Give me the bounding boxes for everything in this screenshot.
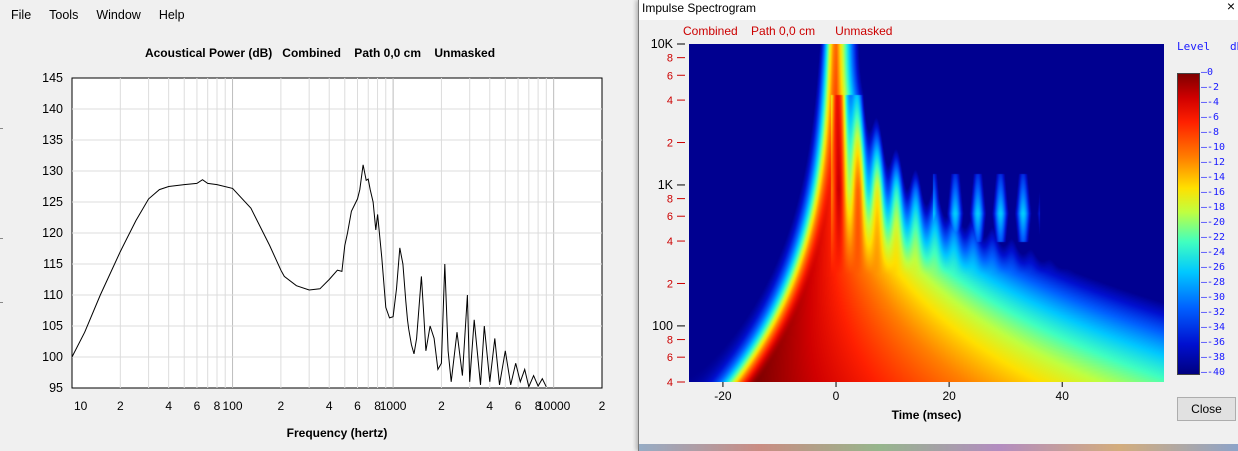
spectrogram-x-ticks: -20 0 20 40 xyxy=(714,382,1069,403)
freq-tick-label: 6 xyxy=(667,352,673,364)
menu-file[interactable]: File xyxy=(11,8,32,22)
x-tick-label: 6 xyxy=(354,399,361,413)
x-tick-label: 2 xyxy=(117,399,124,413)
window-titlebar[interactable]: Impulse Spectrogram × xyxy=(639,0,1238,20)
colorbar-tick-label: —-28 xyxy=(1201,277,1226,288)
colorbar-tick-label: —-22 xyxy=(1201,232,1226,243)
x-axis-label: Frequency (hertz) xyxy=(286,426,388,440)
x-tick-label: 10000 xyxy=(537,399,571,413)
menu-help[interactable]: Help xyxy=(158,8,185,22)
colorbar-tick-label: —-20 xyxy=(1201,217,1226,228)
colorbar-tick-label: —0 xyxy=(1201,67,1214,78)
time-tick-label: -20 xyxy=(714,389,732,403)
menu-bar: File Tools Window Help xyxy=(0,6,192,28)
plot-grid xyxy=(72,78,602,388)
spectrogram-axes: 10K 8 6 4 2 1K 8 6 4 2 100 8 6 4 -20 0 20 40 xyxy=(651,37,1069,403)
window-close-icon[interactable]: × xyxy=(1226,0,1235,14)
x-tick-label: 2 xyxy=(438,399,445,413)
freq-tick-label: 100 xyxy=(652,319,673,333)
main-window: File Tools Window Help Acoustical Power … xyxy=(0,6,606,440)
menu-window[interactable]: Window xyxy=(96,8,141,22)
menu-tools[interactable]: Tools xyxy=(49,8,79,22)
colorbar-tick-label: —-4 xyxy=(1201,97,1220,108)
x-tick-label: 8 xyxy=(374,399,381,413)
y-tick-label: 110 xyxy=(43,288,63,302)
freq-tick-label: 6 xyxy=(667,211,673,223)
impulse-spectrogram-window: Impulse Spectrogram × Combined Path 0,0 … xyxy=(638,0,1238,451)
x-tick-label: 10 xyxy=(74,399,88,413)
spectrogram-heatmap xyxy=(689,44,1164,382)
colorbar-tick-label: —-38 xyxy=(1201,352,1226,363)
y-tick-label: 140 xyxy=(42,102,63,116)
time-tick-label: 40 xyxy=(1056,389,1070,403)
colorbar-tick-label: —-16 xyxy=(1201,187,1226,198)
freq-tick-label: 10K xyxy=(651,37,674,51)
colorbar-tick-label: —-12 xyxy=(1201,157,1226,168)
y-tick-label: 115 xyxy=(43,257,63,271)
freq-tick-label: 2 xyxy=(667,138,673,150)
y-tick-label: 130 xyxy=(42,164,63,178)
freq-tick-label: 8 xyxy=(667,53,673,65)
y-tick-label: 95 xyxy=(49,381,63,395)
colorbar-tick-label: —-34 xyxy=(1201,322,1226,333)
time-tick-label: 20 xyxy=(942,389,956,403)
colorbar-tick-label: —-10 xyxy=(1201,142,1226,153)
colorbar-tick-label: —-14 xyxy=(1201,172,1226,183)
spectrogram-subtitle: Combined Path 0,0 cm Unmasked xyxy=(683,24,893,38)
spectrogram-x-axis-label: Time (msec) xyxy=(891,408,962,422)
colorbar-tick-label: —-30 xyxy=(1201,292,1226,303)
x-tick-label: 8 xyxy=(214,399,221,413)
x-tick-label: 100 xyxy=(223,399,243,413)
colorbar-tick-label: —-2 xyxy=(1201,82,1220,93)
freq-tick-label: 8 xyxy=(667,335,673,347)
x-tick-label: 1000 xyxy=(380,399,407,413)
y-tick-label: 105 xyxy=(42,319,63,333)
y-tick-label: 100 xyxy=(42,350,63,364)
y-tick-label: 125 xyxy=(42,195,63,209)
colorbar-tick-label: —-40 xyxy=(1201,367,1226,378)
close-button[interactable]: Close xyxy=(1177,397,1236,421)
colorbar-label: Level dB xyxy=(1177,40,1238,53)
x-tick-label: 4 xyxy=(326,399,333,413)
colorbar xyxy=(1177,73,1200,375)
window-title: Impulse Spectrogram xyxy=(642,1,757,15)
colorbar-tick-label: —-8 xyxy=(1201,127,1220,138)
window-edge-mark xyxy=(0,302,3,303)
freq-tick-label: 4 xyxy=(667,236,673,248)
chart-title: Acoustical Power (dB) Combined Path 0,0 … xyxy=(144,46,496,60)
window-edge-mark xyxy=(0,238,3,239)
colorbar-tick-label: —-26 xyxy=(1201,262,1226,273)
window-edge-mark xyxy=(0,128,3,129)
colorbar-tick-label: —-32 xyxy=(1201,307,1226,318)
power-response-line xyxy=(71,164,547,389)
colorbar-tick-label: —-6 xyxy=(1201,112,1220,123)
y-tick-label: 120 xyxy=(42,226,63,240)
y-tick-label: 145 xyxy=(42,71,63,85)
colorbar-tick-label: —-18 xyxy=(1201,202,1226,213)
spectrogram-y-ticks: 10K 8 6 4 2 1K 8 6 4 2 100 8 6 4 xyxy=(651,37,685,389)
x-tick-label: 4 xyxy=(486,399,493,413)
background-window-strip xyxy=(639,444,1238,451)
time-tick-label: 0 xyxy=(833,389,840,403)
colorbar-tick-label: —-36 xyxy=(1201,337,1226,348)
x-tick-label: 6 xyxy=(194,399,201,413)
freq-tick-label: 8 xyxy=(667,194,673,206)
x-tick-label: 6 xyxy=(515,399,522,413)
freq-tick-label: 6 xyxy=(667,70,673,82)
colorbar-tick-label: —-24 xyxy=(1201,247,1226,258)
freq-tick-label: 1K xyxy=(658,178,674,192)
y-tick-label: 135 xyxy=(42,133,63,147)
x-tick-label: 8 xyxy=(535,399,542,413)
y-axis-ticks: 145 140 135 130 125 120 115 110 105 100 95 xyxy=(42,71,63,395)
freq-tick-label: 2 xyxy=(667,278,673,290)
spectrogram-plot xyxy=(689,44,1164,382)
x-tick-label: 4 xyxy=(165,399,172,413)
freq-tick-label: 4 xyxy=(667,377,673,389)
x-tick-label: 2 xyxy=(278,399,285,413)
x-tick-label: 2 xyxy=(599,399,606,413)
freq-tick-label: 4 xyxy=(667,95,673,107)
